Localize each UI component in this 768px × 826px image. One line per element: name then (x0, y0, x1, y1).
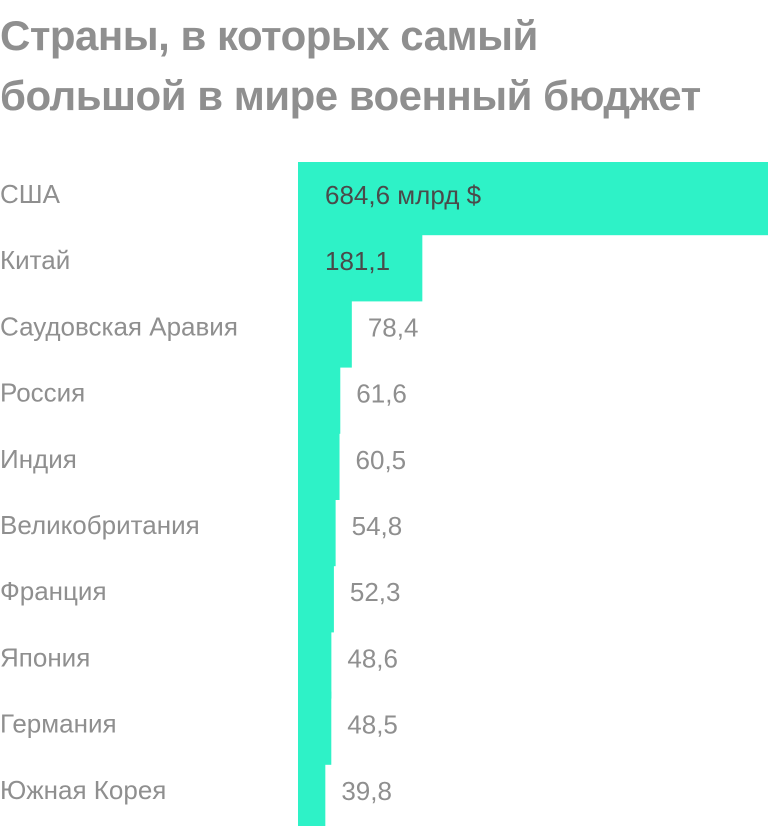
value-label-4: 60,5 (356, 445, 407, 475)
bar-5 (298, 493, 336, 567)
bar-9 (298, 757, 326, 826)
category-label-2: Саудовская Аравия (0, 311, 238, 341)
bar-4 (298, 426, 340, 500)
bar-7 (298, 625, 332, 699)
category-label-4: Индия (0, 444, 77, 474)
value-label-3: 61,6 (356, 379, 407, 409)
category-label-7: Япония (0, 642, 90, 672)
chart-title: Страны, в которых самый большой в мире в… (0, 6, 768, 126)
bar-3 (298, 360, 341, 434)
category-label-6: Франция (0, 576, 107, 606)
value-label-7: 48,6 (347, 643, 398, 673)
category-label-1: Китай (0, 245, 70, 275)
value-label-5: 54,8 (352, 511, 403, 541)
category-label-3: Россия (0, 378, 85, 408)
value-label-0: 684,6 млрд $ (325, 180, 482, 210)
category-label-5: Великобритания (0, 510, 200, 540)
value-label-2: 78,4 (368, 312, 419, 342)
category-label-9: Южная Корея (0, 775, 166, 805)
value-label-6: 52,3 (350, 577, 401, 607)
bar-8 (298, 691, 332, 765)
bar-1 (298, 228, 423, 302)
category-label-8: Германия (0, 709, 117, 739)
bar-6 (298, 559, 334, 633)
value-label-1: 181,1 (325, 246, 390, 276)
chart-title-line-2: большой в мире военный бюджет (0, 72, 701, 119)
bar-2 (298, 294, 352, 368)
value-label-9: 39,8 (341, 776, 392, 806)
bar-0 (298, 162, 768, 236)
category-label-0: США (0, 179, 61, 209)
chart-title-line-1: Страны, в которых самый (0, 12, 538, 59)
value-label-8: 48,5 (347, 710, 398, 740)
